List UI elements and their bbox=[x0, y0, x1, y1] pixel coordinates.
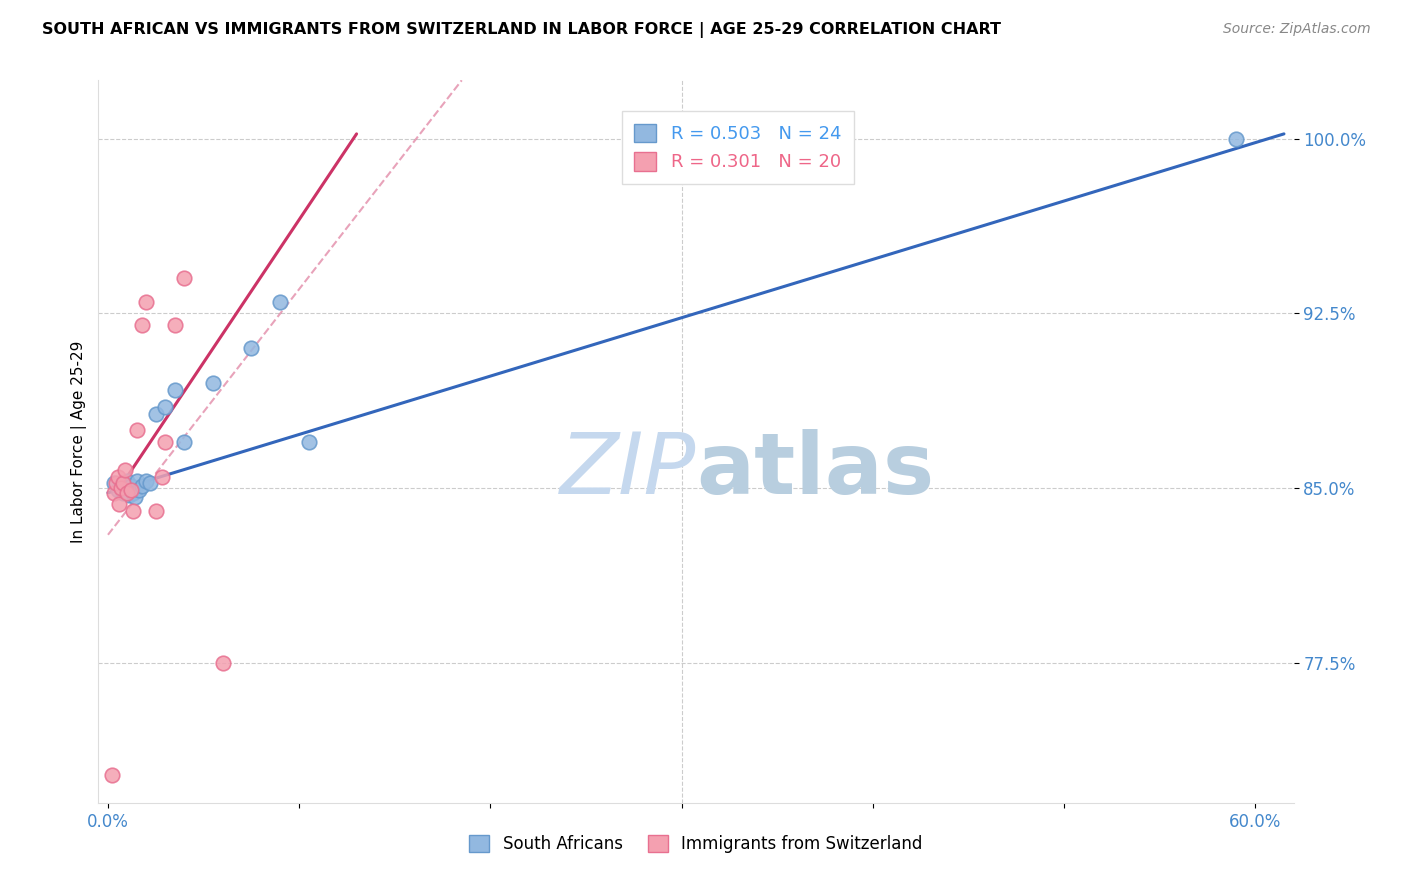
Point bbox=[163, 318, 186, 332]
Point bbox=[115, 485, 138, 500]
Point bbox=[1225, 131, 1247, 145]
Legend: South Africans, Immigrants from Switzerland: South Africans, Immigrants from Switzerl… bbox=[463, 828, 929, 860]
Point bbox=[139, 476, 162, 491]
Text: atlas: atlas bbox=[696, 429, 934, 512]
Point bbox=[118, 488, 141, 502]
Point bbox=[155, 400, 177, 414]
Point bbox=[163, 384, 186, 398]
Point bbox=[103, 476, 125, 491]
Text: Source: ZipAtlas.com: Source: ZipAtlas.com bbox=[1223, 22, 1371, 37]
Point bbox=[114, 462, 136, 476]
Text: SOUTH AFRICAN VS IMMIGRANTS FROM SWITZERLAND IN LABOR FORCE | AGE 25-29 CORRELAT: SOUTH AFRICAN VS IMMIGRANTS FROM SWITZER… bbox=[42, 22, 1001, 38]
Point bbox=[112, 485, 135, 500]
Point bbox=[173, 434, 195, 449]
Point bbox=[107, 469, 129, 483]
Point bbox=[103, 485, 125, 500]
Point bbox=[104, 476, 127, 491]
Point bbox=[121, 504, 143, 518]
Point bbox=[110, 481, 132, 495]
Point bbox=[131, 479, 153, 493]
Text: ZIP: ZIP bbox=[560, 429, 696, 512]
Point bbox=[121, 485, 143, 500]
Point bbox=[125, 423, 148, 437]
Point bbox=[269, 294, 291, 309]
Point bbox=[101, 768, 124, 782]
Point bbox=[120, 483, 142, 498]
Point bbox=[145, 504, 167, 518]
Point bbox=[128, 483, 150, 498]
Point bbox=[114, 481, 136, 495]
Point bbox=[125, 474, 148, 488]
Point bbox=[108, 498, 131, 512]
Point bbox=[202, 376, 225, 391]
Point bbox=[110, 481, 132, 495]
Point bbox=[115, 474, 138, 488]
Y-axis label: In Labor Force | Age 25-29: In Labor Force | Age 25-29 bbox=[72, 341, 87, 542]
Point bbox=[145, 407, 167, 421]
Point bbox=[107, 483, 129, 498]
Point bbox=[124, 491, 146, 505]
Point bbox=[240, 341, 263, 355]
Point bbox=[155, 434, 177, 449]
Point bbox=[135, 294, 157, 309]
Point bbox=[298, 434, 321, 449]
Point bbox=[135, 474, 157, 488]
Point bbox=[211, 656, 233, 670]
Point bbox=[173, 271, 195, 285]
Point bbox=[150, 469, 173, 483]
Point bbox=[131, 318, 153, 332]
Point bbox=[120, 479, 142, 493]
Point bbox=[112, 476, 135, 491]
